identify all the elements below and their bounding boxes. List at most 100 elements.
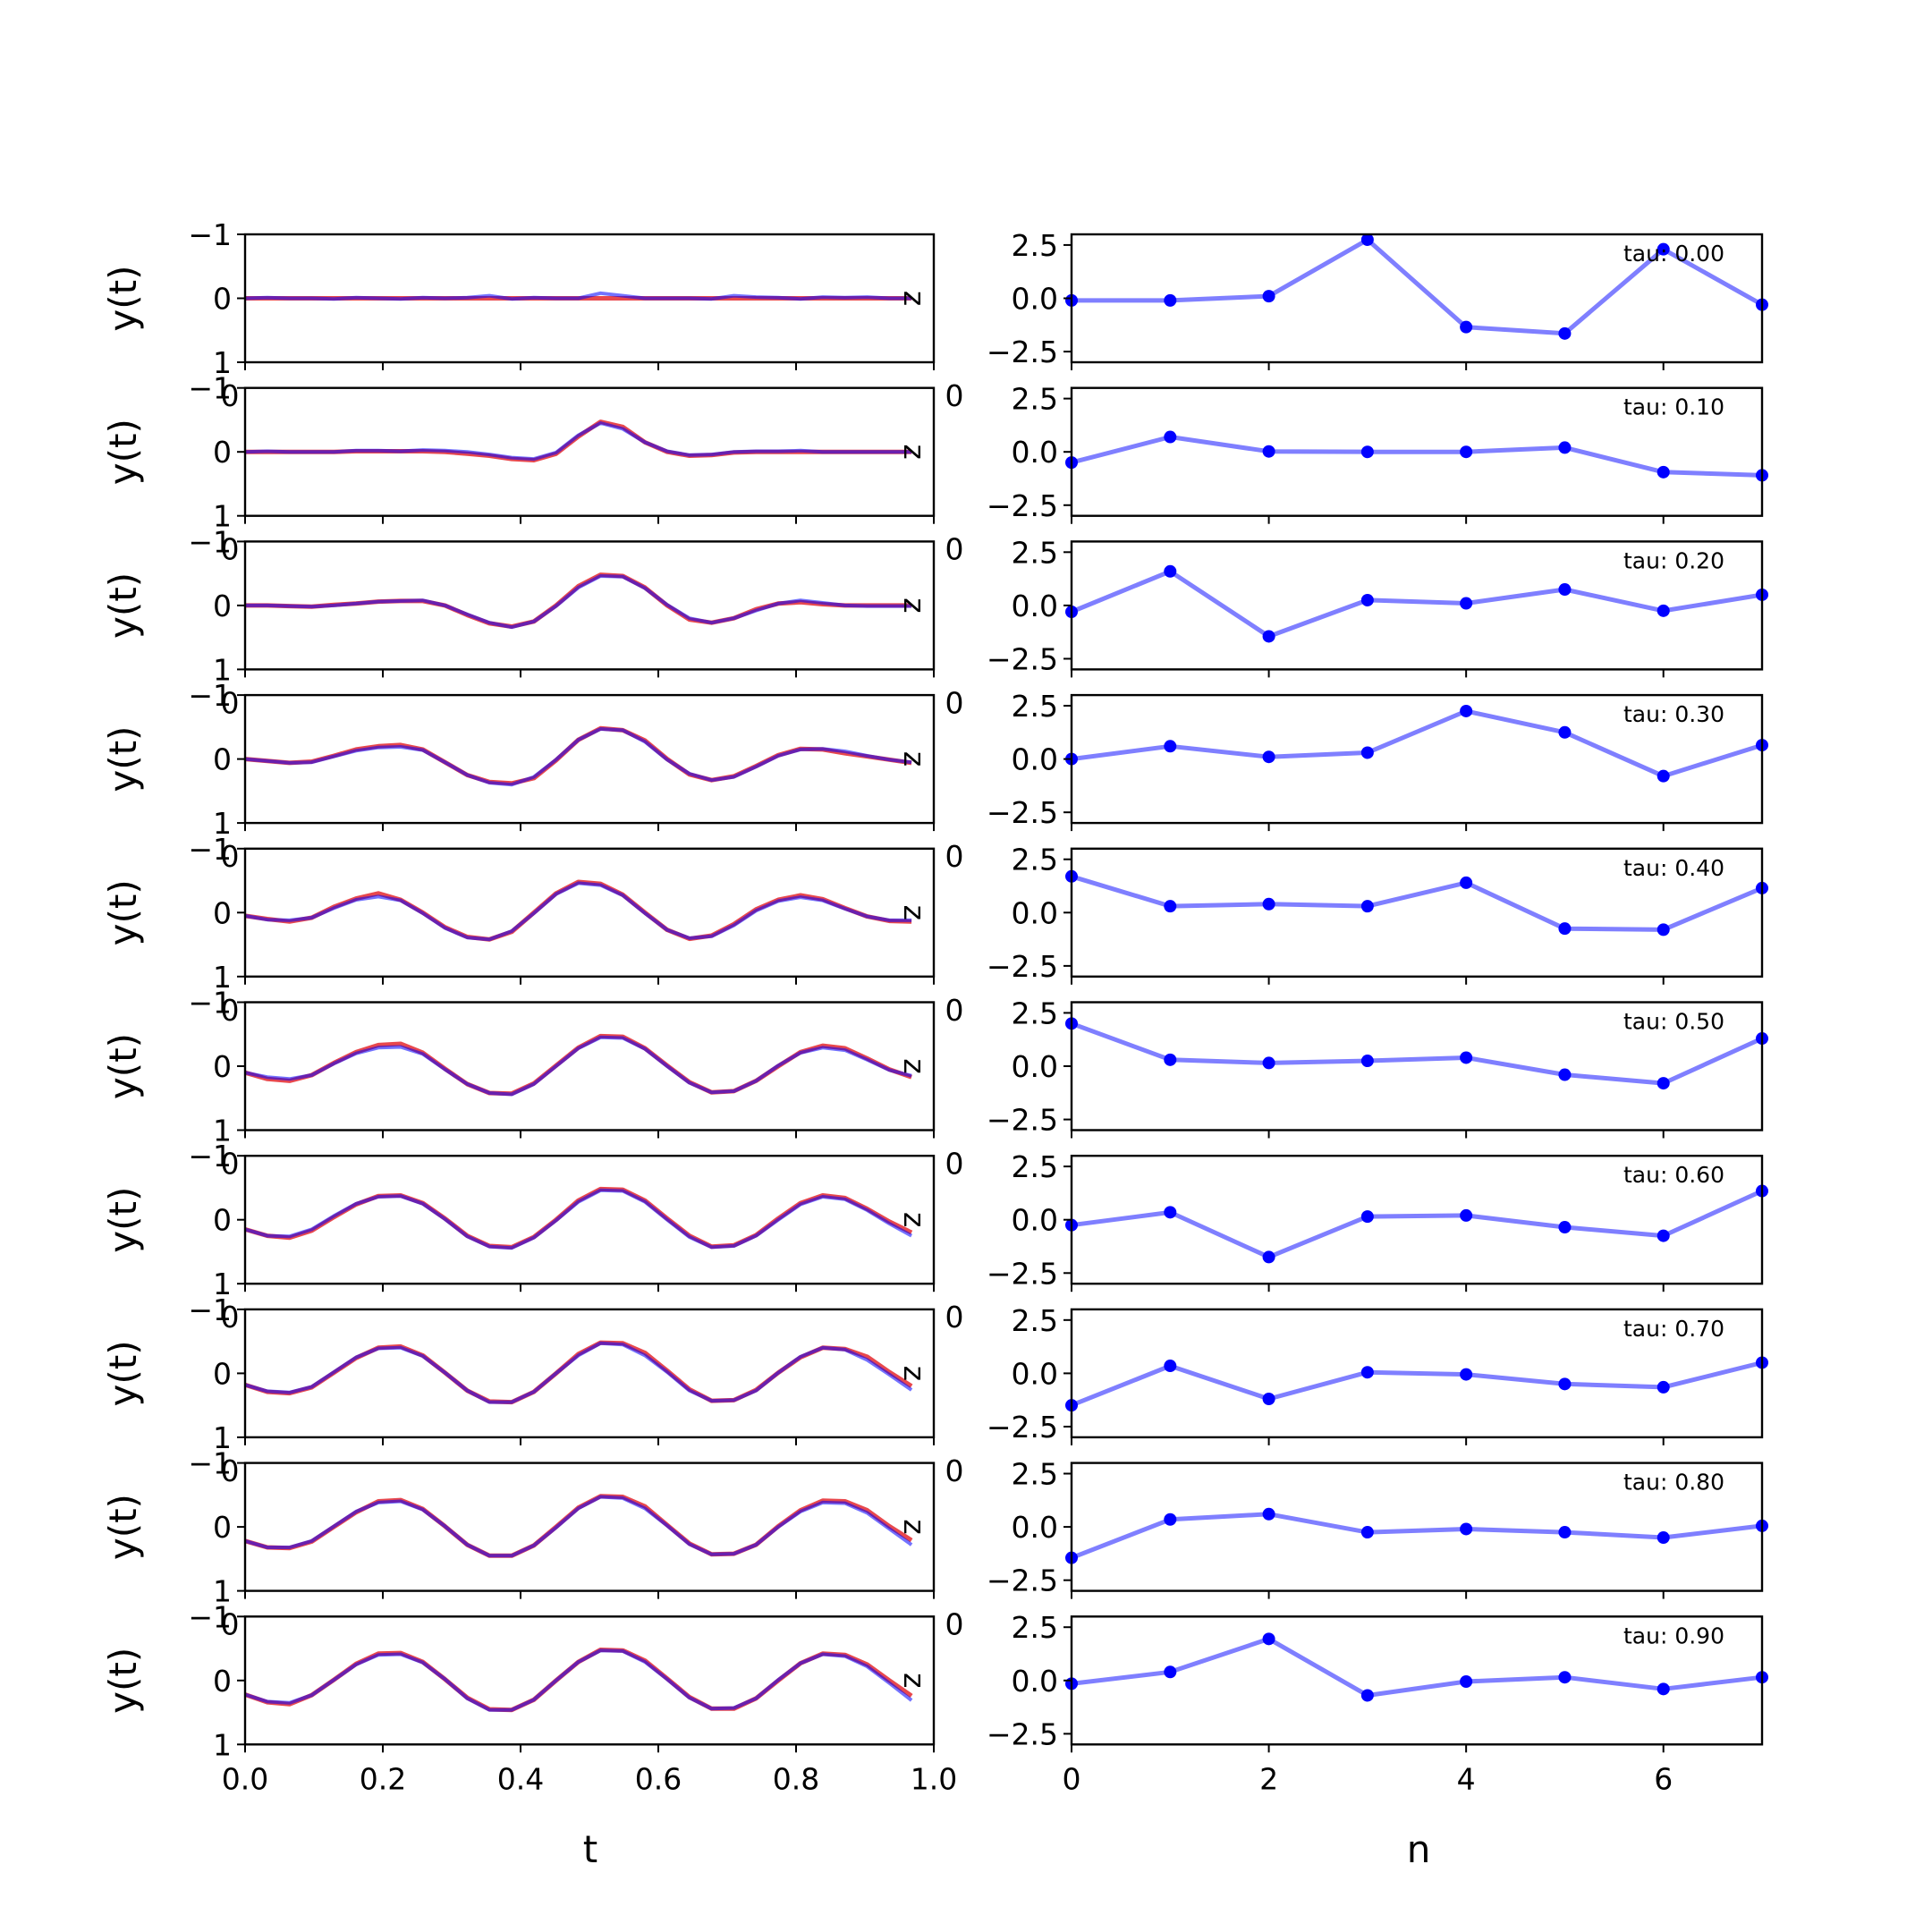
y-tick-label: 0 — [213, 435, 232, 470]
y-tick-label: 1 — [213, 1727, 232, 1762]
y-tick-label: 1 — [213, 806, 232, 841]
y-tick-label: 0 — [213, 1203, 232, 1238]
y-tick-label: 1 — [213, 960, 232, 995]
coefficient-point — [1657, 604, 1670, 617]
tau-label: tau: 0.30 — [1623, 701, 1724, 727]
y-tick-label: 0 — [213, 1049, 232, 1084]
overflow-tick-label: 0 — [945, 685, 964, 720]
axes-frame — [1070, 1308, 1764, 1439]
panel-marker-label: z — [897, 597, 932, 613]
coefficient-series-line — [1071, 569, 1763, 639]
axes-frame — [243, 1308, 936, 1439]
prediction-series-line — [244, 1495, 913, 1558]
y-tick-label: 0.0 — [1012, 282, 1058, 317]
x-tick-label: 6 — [1654, 1761, 1673, 1796]
x-tick-label: 1.0 — [911, 1761, 957, 1796]
coefficient-subplot: tau: 0.80 2.5 0.0 −2.5 — [987, 1457, 1768, 1599]
axes-frame — [243, 1001, 936, 1131]
coefficient-point — [1164, 900, 1177, 913]
overflow-tick-label: 0 — [221, 1607, 240, 1642]
coefficient-point — [1360, 1689, 1374, 1702]
y-tick-label: 2.5 — [1012, 996, 1058, 1030]
y-tick-label: 2.5 — [1012, 843, 1058, 877]
coefficient-series-line — [1072, 237, 1764, 336]
y-axis-label: y(t) — [101, 572, 145, 639]
coefficient-series-line — [1071, 1021, 1764, 1086]
y-tick-label: 0.0 — [1012, 589, 1058, 623]
y-axis-label: y(t) — [101, 1340, 145, 1406]
coefficient-point — [1657, 242, 1670, 256]
y-tick-label: 1 — [213, 499, 232, 534]
coefficient-point — [1558, 922, 1572, 936]
prediction-series-line — [244, 1341, 913, 1404]
left-x-axis-label: t — [583, 1827, 597, 1871]
coefficient-point — [1558, 1526, 1572, 1539]
y-tick-label: −1 — [188, 524, 232, 559]
coefficient-point — [1558, 583, 1572, 597]
y-tick-label: 0 — [213, 589, 232, 623]
y-tick-label: 0 — [213, 742, 232, 777]
coefficient-point — [1657, 923, 1670, 936]
y-tick-label: −2.5 — [987, 1256, 1058, 1291]
overflow-tick-label: 0 — [945, 993, 964, 1028]
coefficient-point — [1558, 326, 1572, 340]
y-tick-label: 2.5 — [1012, 689, 1058, 724]
axes-frame — [1070, 847, 1764, 978]
coefficient-point — [1262, 1250, 1275, 1264]
y-tick-label: 2.5 — [1012, 1149, 1058, 1184]
y-tick-label: 0 — [213, 1510, 232, 1545]
y-tick-label: −1 — [188, 217, 232, 252]
prediction-series-line — [245, 574, 912, 630]
coefficient-point — [1657, 1077, 1670, 1090]
y-tick-label: 2.5 — [1012, 1610, 1058, 1645]
panel-marker-label: z — [897, 1673, 932, 1688]
overflow-tick-label: 0 — [221, 1147, 240, 1182]
coefficient-point — [1657, 1380, 1670, 1394]
y-tick-label: −1 — [188, 1292, 232, 1327]
y-tick-label: 0.0 — [1012, 1356, 1058, 1391]
y-axis-label: y(t) — [101, 726, 145, 792]
coefficient-series-line — [1071, 1189, 1764, 1259]
axes-frame — [1070, 233, 1764, 364]
axes-frame — [243, 233, 936, 364]
coefficient-point — [1360, 593, 1374, 606]
prediction-series-line — [244, 1648, 913, 1712]
tau-label: tau: 0.60 — [1623, 1162, 1724, 1188]
overflow-tick-label: 0 — [221, 1300, 240, 1335]
overflow-tick-label: 0 — [221, 378, 240, 413]
coefficient-point — [1164, 1513, 1177, 1526]
coefficient-point — [1657, 1229, 1670, 1242]
coefficient-point — [1262, 1507, 1275, 1521]
coefficient-point — [1558, 725, 1572, 739]
x-tick-label: 2 — [1259, 1761, 1278, 1796]
overflow-tick-label: 0 — [221, 839, 240, 874]
coefficient-point — [1262, 630, 1275, 643]
y-tick-label: 2.5 — [1012, 1457, 1058, 1492]
y-tick-label: 0.0 — [1012, 742, 1058, 777]
prediction-series-line — [244, 881, 912, 942]
axes-frame — [1070, 386, 1764, 517]
coefficient-point — [1558, 1068, 1572, 1081]
coefficient-point — [1262, 750, 1275, 764]
coefficient-point — [1262, 1393, 1275, 1405]
coefficient-point — [1360, 1210, 1374, 1224]
tau-label: tau: 0.20 — [1623, 547, 1724, 573]
x-tick-label: 0.8 — [773, 1761, 819, 1796]
y-axis-label: y(t) — [101, 419, 145, 485]
tau-label: tau: 0.90 — [1623, 1623, 1724, 1648]
axes-frame — [243, 1154, 936, 1285]
y-tick-label: 0 — [213, 282, 232, 317]
x-tick-label: 4 — [1457, 1761, 1476, 1796]
panel-marker-label: z — [897, 291, 932, 306]
prediction-series-line — [244, 1035, 912, 1097]
y-tick-label: −1 — [188, 678, 232, 713]
coefficient-point — [1164, 564, 1177, 578]
overflow-tick-label: 0 — [945, 839, 964, 874]
